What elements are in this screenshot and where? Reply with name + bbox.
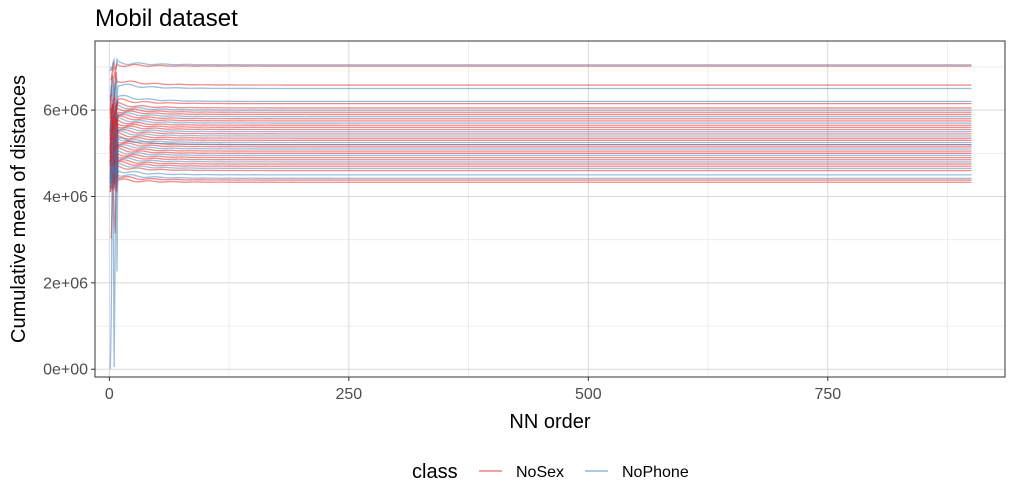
series-line-nosex (109, 129, 972, 163)
y-axis: 0e+00 2e+06 4e+06 6e+06 (43, 103, 95, 379)
series-line-nosex (109, 108, 972, 137)
series-line-nophone (109, 126, 972, 158)
series-line-nosex (109, 157, 972, 189)
series-line-nosex (109, 143, 972, 176)
x-axis-title: NN order (509, 411, 590, 433)
series-line-nosex (110, 115, 972, 146)
series-line-nosex (109, 120, 972, 149)
x-tick-label: 750 (814, 386, 841, 403)
y-axis-title: Cumulative mean of distances (8, 75, 30, 343)
series-line-nophone (109, 127, 972, 370)
series-lines (109, 56, 972, 370)
series-line-nosex (109, 103, 972, 128)
series-line-nosex (109, 110, 972, 141)
series-line-nophone (109, 132, 972, 162)
y-tick-label: 4e+06 (43, 189, 88, 206)
series-line-nophone (109, 166, 972, 188)
series-line-nosex (109, 170, 972, 193)
x-tick-label: 250 (335, 386, 362, 403)
series-line-nosex (109, 150, 972, 180)
legend-label-nophone: NoPhone (622, 464, 689, 481)
plot-panel (95, 41, 1005, 377)
x-axis: 0 250 500 750 (105, 377, 841, 403)
series-line-nosex (109, 71, 972, 98)
series-line-nosex (110, 127, 972, 159)
x-tick-label: 0 (105, 386, 114, 403)
series-line-nophone (109, 84, 972, 111)
y-tick-label: 0e+00 (43, 362, 88, 379)
series-line-nophone (109, 157, 972, 188)
series-line-nosex (109, 160, 972, 193)
y-tick-label: 2e+06 (43, 275, 88, 292)
series-line-nophone (109, 151, 972, 184)
series-line-nophone (109, 161, 972, 184)
legend-title: class (412, 461, 458, 483)
series-line-nosex (109, 153, 972, 184)
series-line-nophone (109, 144, 972, 175)
series-line-nosex (109, 103, 972, 132)
series-line-nosex (110, 61, 972, 81)
series-line-nosex (109, 97, 972, 119)
legend: class NoSex NoPhone (412, 461, 689, 483)
series-line-nophone (109, 106, 972, 132)
series-line-nosex (109, 146, 972, 180)
series-line-nosex (109, 140, 972, 171)
series-line-nophone (109, 112, 972, 141)
series-line-nosex (110, 175, 972, 239)
series-line-nophone (109, 99, 972, 124)
series-line-nosex (109, 137, 972, 167)
series-line-nophone (109, 120, 972, 154)
y-tick-label: 6e+06 (43, 103, 88, 120)
plot-panel-border (94, 40, 1006, 378)
chart-title: Mobil dataset (95, 5, 238, 32)
series-line-nosex (109, 116, 972, 150)
legend-label-nosex: NoSex (516, 464, 564, 481)
series-line-nosex (109, 94, 972, 115)
series-line-nophone (109, 75, 972, 102)
series-line-nophone (109, 56, 972, 72)
series-line-nosex (109, 123, 972, 154)
series-line-nophone (109, 140, 972, 171)
x-tick-label: 500 (575, 386, 602, 403)
